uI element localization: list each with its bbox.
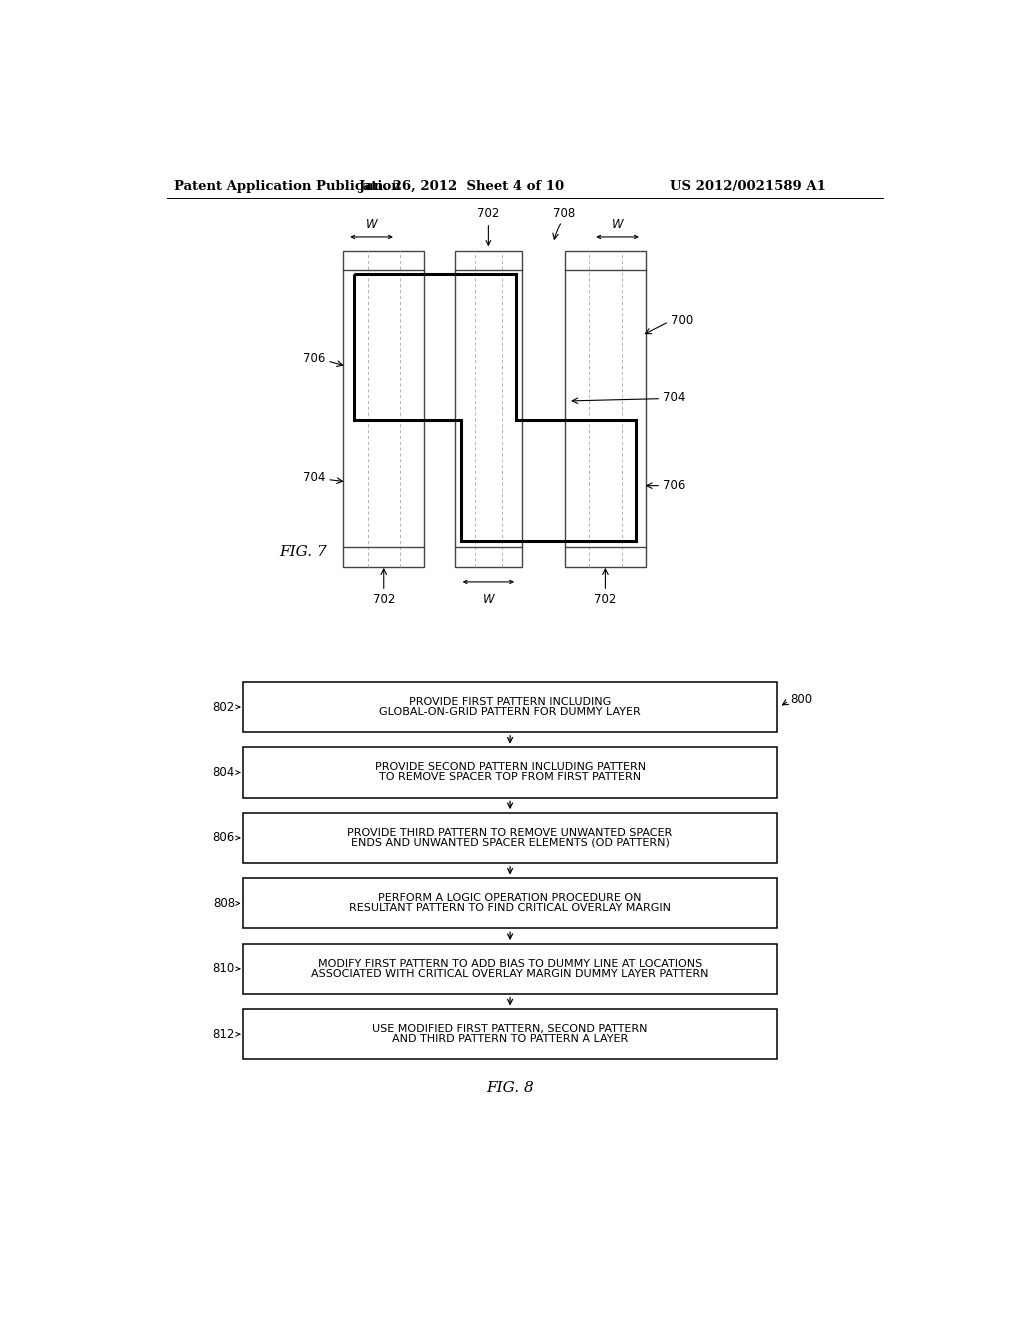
Text: W: W [482,593,495,606]
Text: AND THIRD PATTERN TO PATTERN A LAYER: AND THIRD PATTERN TO PATTERN A LAYER [392,1035,628,1044]
Text: 812: 812 [213,1028,234,1040]
Bar [243,813,777,863]
Text: MODIFY FIRST PATTERN TO ADD BIAS TO DUMMY LINE AT LOCATIONS: MODIFY FIRST PATTERN TO ADD BIAS TO DUMM… [317,958,702,969]
Text: FIG. 7: FIG. 7 [280,545,327,558]
Text: GLOBAL-ON-GRID PATTERN FOR DUMMY LAYER: GLOBAL-ON-GRID PATTERN FOR DUMMY LAYER [379,708,641,717]
Text: 702: 702 [373,594,395,606]
Text: 702: 702 [594,594,616,606]
Text: Jan. 26, 2012  Sheet 4 of 10: Jan. 26, 2012 Sheet 4 of 10 [358,181,564,194]
Text: FIG. 8: FIG. 8 [486,1081,534,1094]
Bar [343,251,424,566]
Text: ENDS AND UNWANTED SPACER ELEMENTS (OD PATTERN): ENDS AND UNWANTED SPACER ELEMENTS (OD PA… [350,838,670,847]
Text: PROVIDE SECOND PATTERN INCLUDING PATTERN: PROVIDE SECOND PATTERN INCLUDING PATTERN [375,763,646,772]
Bar [243,682,777,733]
Bar [243,1010,777,1059]
Text: PROVIDE FIRST PATTERN INCLUDING: PROVIDE FIRST PATTERN INCLUDING [409,697,611,708]
Bar [243,944,777,994]
Text: Patent Application Publication: Patent Application Publication [174,181,401,194]
Text: PERFORM A LOGIC OPERATION PROCEDURE ON: PERFORM A LOGIC OPERATION PROCEDURE ON [378,894,642,903]
Text: W: W [611,218,624,231]
Bar [243,747,777,797]
Text: 810: 810 [213,962,234,975]
Text: 704: 704 [303,471,326,484]
Bar [565,251,646,566]
Text: 806: 806 [213,832,234,845]
Text: W: W [366,218,378,231]
Text: 802: 802 [213,701,234,714]
Text: 808: 808 [213,896,234,909]
Text: USE MODIFIED FIRST PATTERN, SECOND PATTERN: USE MODIFIED FIRST PATTERN, SECOND PATTE… [373,1024,648,1035]
Text: 704: 704 [663,391,685,404]
Text: 706: 706 [303,352,326,366]
Text: TO REMOVE SPACER TOP FROM FIRST PATTERN: TO REMOVE SPACER TOP FROM FIRST PATTERN [379,772,641,783]
Text: 804: 804 [213,766,234,779]
Bar [243,878,777,928]
Text: RESULTANT PATTERN TO FIND CRITICAL OVERLAY MARGIN: RESULTANT PATTERN TO FIND CRITICAL OVERL… [349,903,671,913]
Text: 706: 706 [663,479,685,492]
Bar [455,251,521,566]
Text: 800: 800 [791,693,813,706]
Text: 708: 708 [554,207,575,220]
Text: PROVIDE THIRD PATTERN TO REMOVE UNWANTED SPACER: PROVIDE THIRD PATTERN TO REMOVE UNWANTED… [347,828,673,838]
Text: 700: 700 [671,314,693,326]
Text: ASSOCIATED WITH CRITICAL OVERLAY MARGIN DUMMY LAYER PATTERN: ASSOCIATED WITH CRITICAL OVERLAY MARGIN … [311,969,709,979]
Text: US 2012/0021589 A1: US 2012/0021589 A1 [671,181,826,194]
Text: 702: 702 [477,207,500,246]
